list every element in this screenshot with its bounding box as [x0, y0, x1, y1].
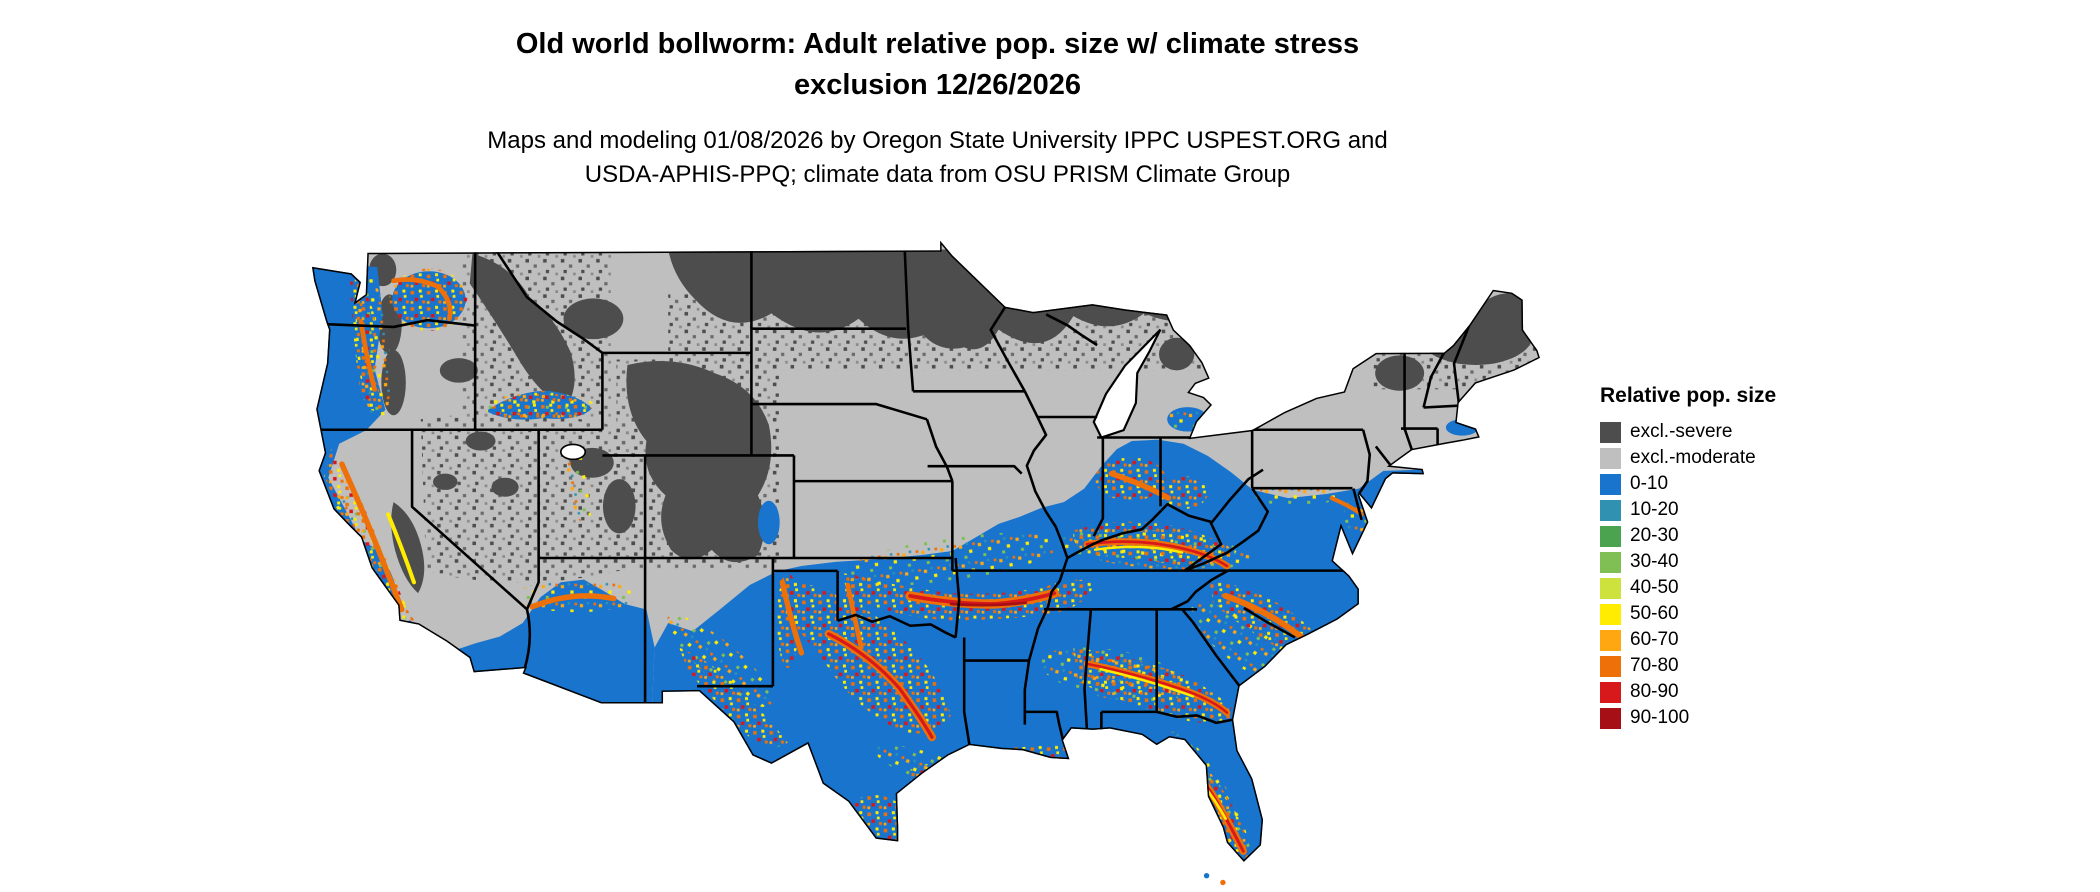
legend-label: 80-90: [1630, 681, 1679, 702]
legend-label: 20-30: [1630, 525, 1679, 546]
legend-title: Relative pop. size: [1600, 384, 1777, 407]
legend-swatch: [1600, 551, 1621, 573]
legend-label: 60-70: [1630, 629, 1679, 650]
great-salt-lake: [559, 443, 587, 461]
legend-swatch: [1600, 655, 1621, 677]
map-title: Old world bollworm: Adult relative pop. …: [0, 24, 1875, 106]
legend-swatch: [1600, 525, 1621, 547]
map-subtitle-line1: Maps and modeling 01/08/2026 by Oregon S…: [487, 127, 1388, 154]
legend-row-40-50: 40-50: [1600, 575, 1776, 601]
legend-row-10-20: 10-20: [1600, 497, 1776, 523]
legend-swatch: [1600, 707, 1621, 729]
state-borders: [321, 249, 1471, 746]
legend-row-50-60: 50-60: [1600, 601, 1776, 627]
legend-swatch: [1600, 447, 1621, 469]
legend-row-80-90: 80-90: [1600, 679, 1776, 705]
legend-label: 40-50: [1630, 577, 1679, 598]
legend-swatch: [1600, 421, 1621, 443]
map-title-line2: exclusion 12/26/2026: [794, 69, 1081, 101]
legend-label: excl.-moderate: [1630, 447, 1756, 468]
us-map-svg: [312, 240, 1540, 886]
legend-row-90-100: 90-100: [1600, 705, 1776, 731]
legend-swatch: [1600, 499, 1621, 521]
lake-michigan: [1092, 328, 1162, 439]
legend-label: 10-20: [1630, 499, 1679, 520]
map-subtitle-line2: USDA-APHIS-PPQ; climate data from OSU PR…: [584, 161, 1291, 188]
legend-row-30-40: 30-40: [1600, 549, 1776, 575]
legend-swatch: [1600, 629, 1621, 651]
lakes: [559, 328, 1162, 461]
legend-label: 90-100: [1630, 707, 1690, 728]
legend-swatch: [1600, 473, 1621, 495]
legend-row-60-70: 60-70: [1600, 627, 1776, 653]
us-choropleth-map: [312, 240, 1556, 892]
legend-label: excl.-severe: [1630, 421, 1733, 442]
legend-label: 30-40: [1630, 551, 1679, 572]
map-subtitle: Maps and modeling 01/08/2026 by Oregon S…: [0, 124, 1875, 192]
legend-swatch: [1600, 681, 1621, 703]
legend-label: 70-80: [1630, 655, 1679, 676]
legend-row-70-80: 70-80: [1600, 653, 1776, 679]
legend-row-20-30: 20-30: [1600, 523, 1776, 549]
legend-swatch: [1600, 577, 1621, 599]
florida-keys: [1203, 872, 1226, 886]
legend-row-excl-moderate: excl.-moderate: [1600, 445, 1776, 471]
legend-swatch: [1600, 603, 1621, 625]
legend: Relative pop. size excl.-severe excl.-mo…: [1600, 384, 1776, 731]
legend-row-0-10: 0-10: [1600, 471, 1776, 497]
legend-label: 0-10: [1630, 473, 1669, 494]
map-title-line1: Old world bollworm: Adult relative pop. …: [515, 28, 1360, 60]
legend-row-excl-severe: excl.-severe: [1600, 419, 1776, 445]
legend-label: 50-60: [1630, 603, 1679, 624]
